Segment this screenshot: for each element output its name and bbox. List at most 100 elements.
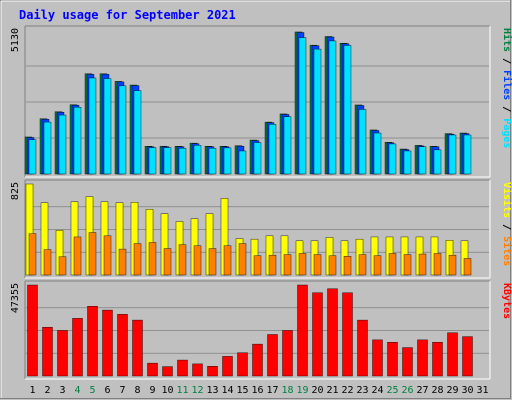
bar-kbytes-day-16 xyxy=(252,343,263,377)
bar-kbytes-day-19 xyxy=(297,284,308,377)
bar-kbytes-day-7 xyxy=(117,314,128,377)
bar-sites-day-9 xyxy=(148,242,157,276)
bar-sites-day-2 xyxy=(43,249,52,276)
bar-pages-day-12 xyxy=(193,145,202,175)
bar-sites-day-26 xyxy=(403,254,412,276)
bar-pages-day-23 xyxy=(358,109,367,175)
bar-sites-day-12 xyxy=(193,245,202,276)
bar-pages-day-17 xyxy=(268,124,277,175)
bar-kbytes-day-10 xyxy=(162,366,173,377)
bar-pages-day-19 xyxy=(298,37,307,175)
x-tick-label: 24 xyxy=(371,385,383,396)
x-tick-label: 30 xyxy=(461,385,473,396)
bar-pages-day-8 xyxy=(133,90,142,175)
bar-pages-day-25 xyxy=(388,143,397,175)
bar-pages-day-14 xyxy=(223,147,232,175)
bar-sites-day-25 xyxy=(388,253,397,276)
bar-pages-day-21 xyxy=(328,40,337,175)
bar-kbytes-day-24 xyxy=(372,339,383,377)
bar-sites-day-19 xyxy=(298,253,307,276)
bar-kbytes-day-21 xyxy=(327,288,338,377)
bar-pages-day-20 xyxy=(313,48,322,175)
bar-pages-day-18 xyxy=(283,116,292,175)
x-tick-label: 1 xyxy=(29,385,35,396)
bar-pages-day-29 xyxy=(448,134,457,175)
x-tick-label: 3 xyxy=(59,385,65,396)
bar-sites-day-11 xyxy=(178,244,187,276)
bar-sites-day-13 xyxy=(208,248,217,276)
bar-sites-day-29 xyxy=(448,254,457,276)
x-tick-label: 9 xyxy=(149,385,155,396)
bar-pages-day-28 xyxy=(433,149,442,175)
y-max-label: 47355 xyxy=(10,283,21,313)
chart-title: Daily usage for September 2021 xyxy=(19,8,236,22)
x-tick-label: 14 xyxy=(221,385,233,396)
x-tick-label: 7 xyxy=(119,385,125,396)
right-label-separator: / xyxy=(501,100,512,118)
chart-panels: 5130 Hits / Files / Pages 825 Visits / Site… xyxy=(10,25,512,380)
x-tick-label: 16 xyxy=(251,385,263,396)
bar-kbytes-day-18 xyxy=(282,330,293,377)
right-label-hits: Hits xyxy=(501,28,512,52)
y-max-label: 5130 xyxy=(10,28,21,52)
bar-pages-day-26 xyxy=(403,150,412,175)
bar-sites-day-5 xyxy=(88,232,97,276)
x-tick-label: 4 xyxy=(74,385,80,396)
right-label-visits: Visits xyxy=(501,182,512,218)
bar-sites-day-10 xyxy=(163,248,172,276)
right-label-separator: / xyxy=(501,52,512,70)
bar-sites-day-3 xyxy=(58,256,67,276)
bar-kbytes-day-22 xyxy=(342,292,353,377)
bar-pages-day-22 xyxy=(343,45,352,175)
bar-sites-day-23 xyxy=(358,254,367,276)
bar-pages-day-15 xyxy=(238,150,247,175)
bar-kbytes-day-17 xyxy=(267,334,278,377)
x-tick-label: 2 xyxy=(44,385,50,396)
bar-kbytes-day-28 xyxy=(432,341,443,377)
x-axis-labels: 1 2 3 4 5 6 7 8 9 10 11 12 13 14 15 16 17 18 19 20 21 22 23 24 2… xyxy=(29,385,488,396)
bar-pages-day-4 xyxy=(73,106,82,175)
bar-sites-day-17 xyxy=(268,254,277,276)
bar-pages-day-3 xyxy=(58,114,67,175)
bar-pages-day-10 xyxy=(163,147,172,175)
x-tick-label: 5 xyxy=(89,385,95,396)
bar-pages-day-5 xyxy=(88,77,97,175)
bar-sites-day-30 xyxy=(463,258,472,276)
panel-visits-sites: 825 Visits / Sites xyxy=(10,179,512,279)
x-tick-label: 13 xyxy=(206,385,218,396)
x-tick-label: 21 xyxy=(326,385,338,396)
x-tick-label: 12 xyxy=(191,385,203,396)
bar-sites-day-4 xyxy=(73,236,82,276)
right-series-label: Hits / Files / Pages xyxy=(501,28,512,148)
right-label-pages: Pages xyxy=(501,118,512,148)
x-tick-label: 8 xyxy=(134,385,140,396)
bar-pages-day-24 xyxy=(373,132,382,175)
bar-sites-day-18 xyxy=(283,254,292,276)
bar-kbytes-day-5 xyxy=(87,306,98,377)
right-series-label: KBytes xyxy=(501,283,512,319)
x-tick-label: 27 xyxy=(416,385,428,396)
bar-kbytes-day-13 xyxy=(207,366,218,377)
bar-kbytes-day-30 xyxy=(462,336,473,377)
bar-kbytes-day-27 xyxy=(417,339,428,377)
right-label-kbytes: KBytes xyxy=(501,283,512,319)
x-tick-label: 31 xyxy=(476,385,488,396)
bar-pages-day-16 xyxy=(253,142,262,175)
bar-kbytes-day-8 xyxy=(132,319,143,377)
bar-pages-day-13 xyxy=(208,147,217,175)
bar-kbytes-day-29 xyxy=(447,332,458,377)
bar-sites-day-14 xyxy=(223,245,232,276)
bar-sites-day-6 xyxy=(103,235,112,276)
bar-kbytes-day-1 xyxy=(27,284,38,377)
bar-pages-day-6 xyxy=(103,78,112,175)
x-tick-label: 17 xyxy=(266,385,278,396)
x-tick-label: 20 xyxy=(311,385,323,396)
bar-sites-day-28 xyxy=(433,253,442,276)
y-max-label: 825 xyxy=(10,182,21,200)
x-tick-label: 25 xyxy=(386,385,398,396)
bar-kbytes-day-12 xyxy=(192,363,203,377)
bar-kbytes-day-15 xyxy=(237,352,248,377)
bar-sites-day-22 xyxy=(343,256,352,276)
x-tick-label: 10 xyxy=(161,385,173,396)
